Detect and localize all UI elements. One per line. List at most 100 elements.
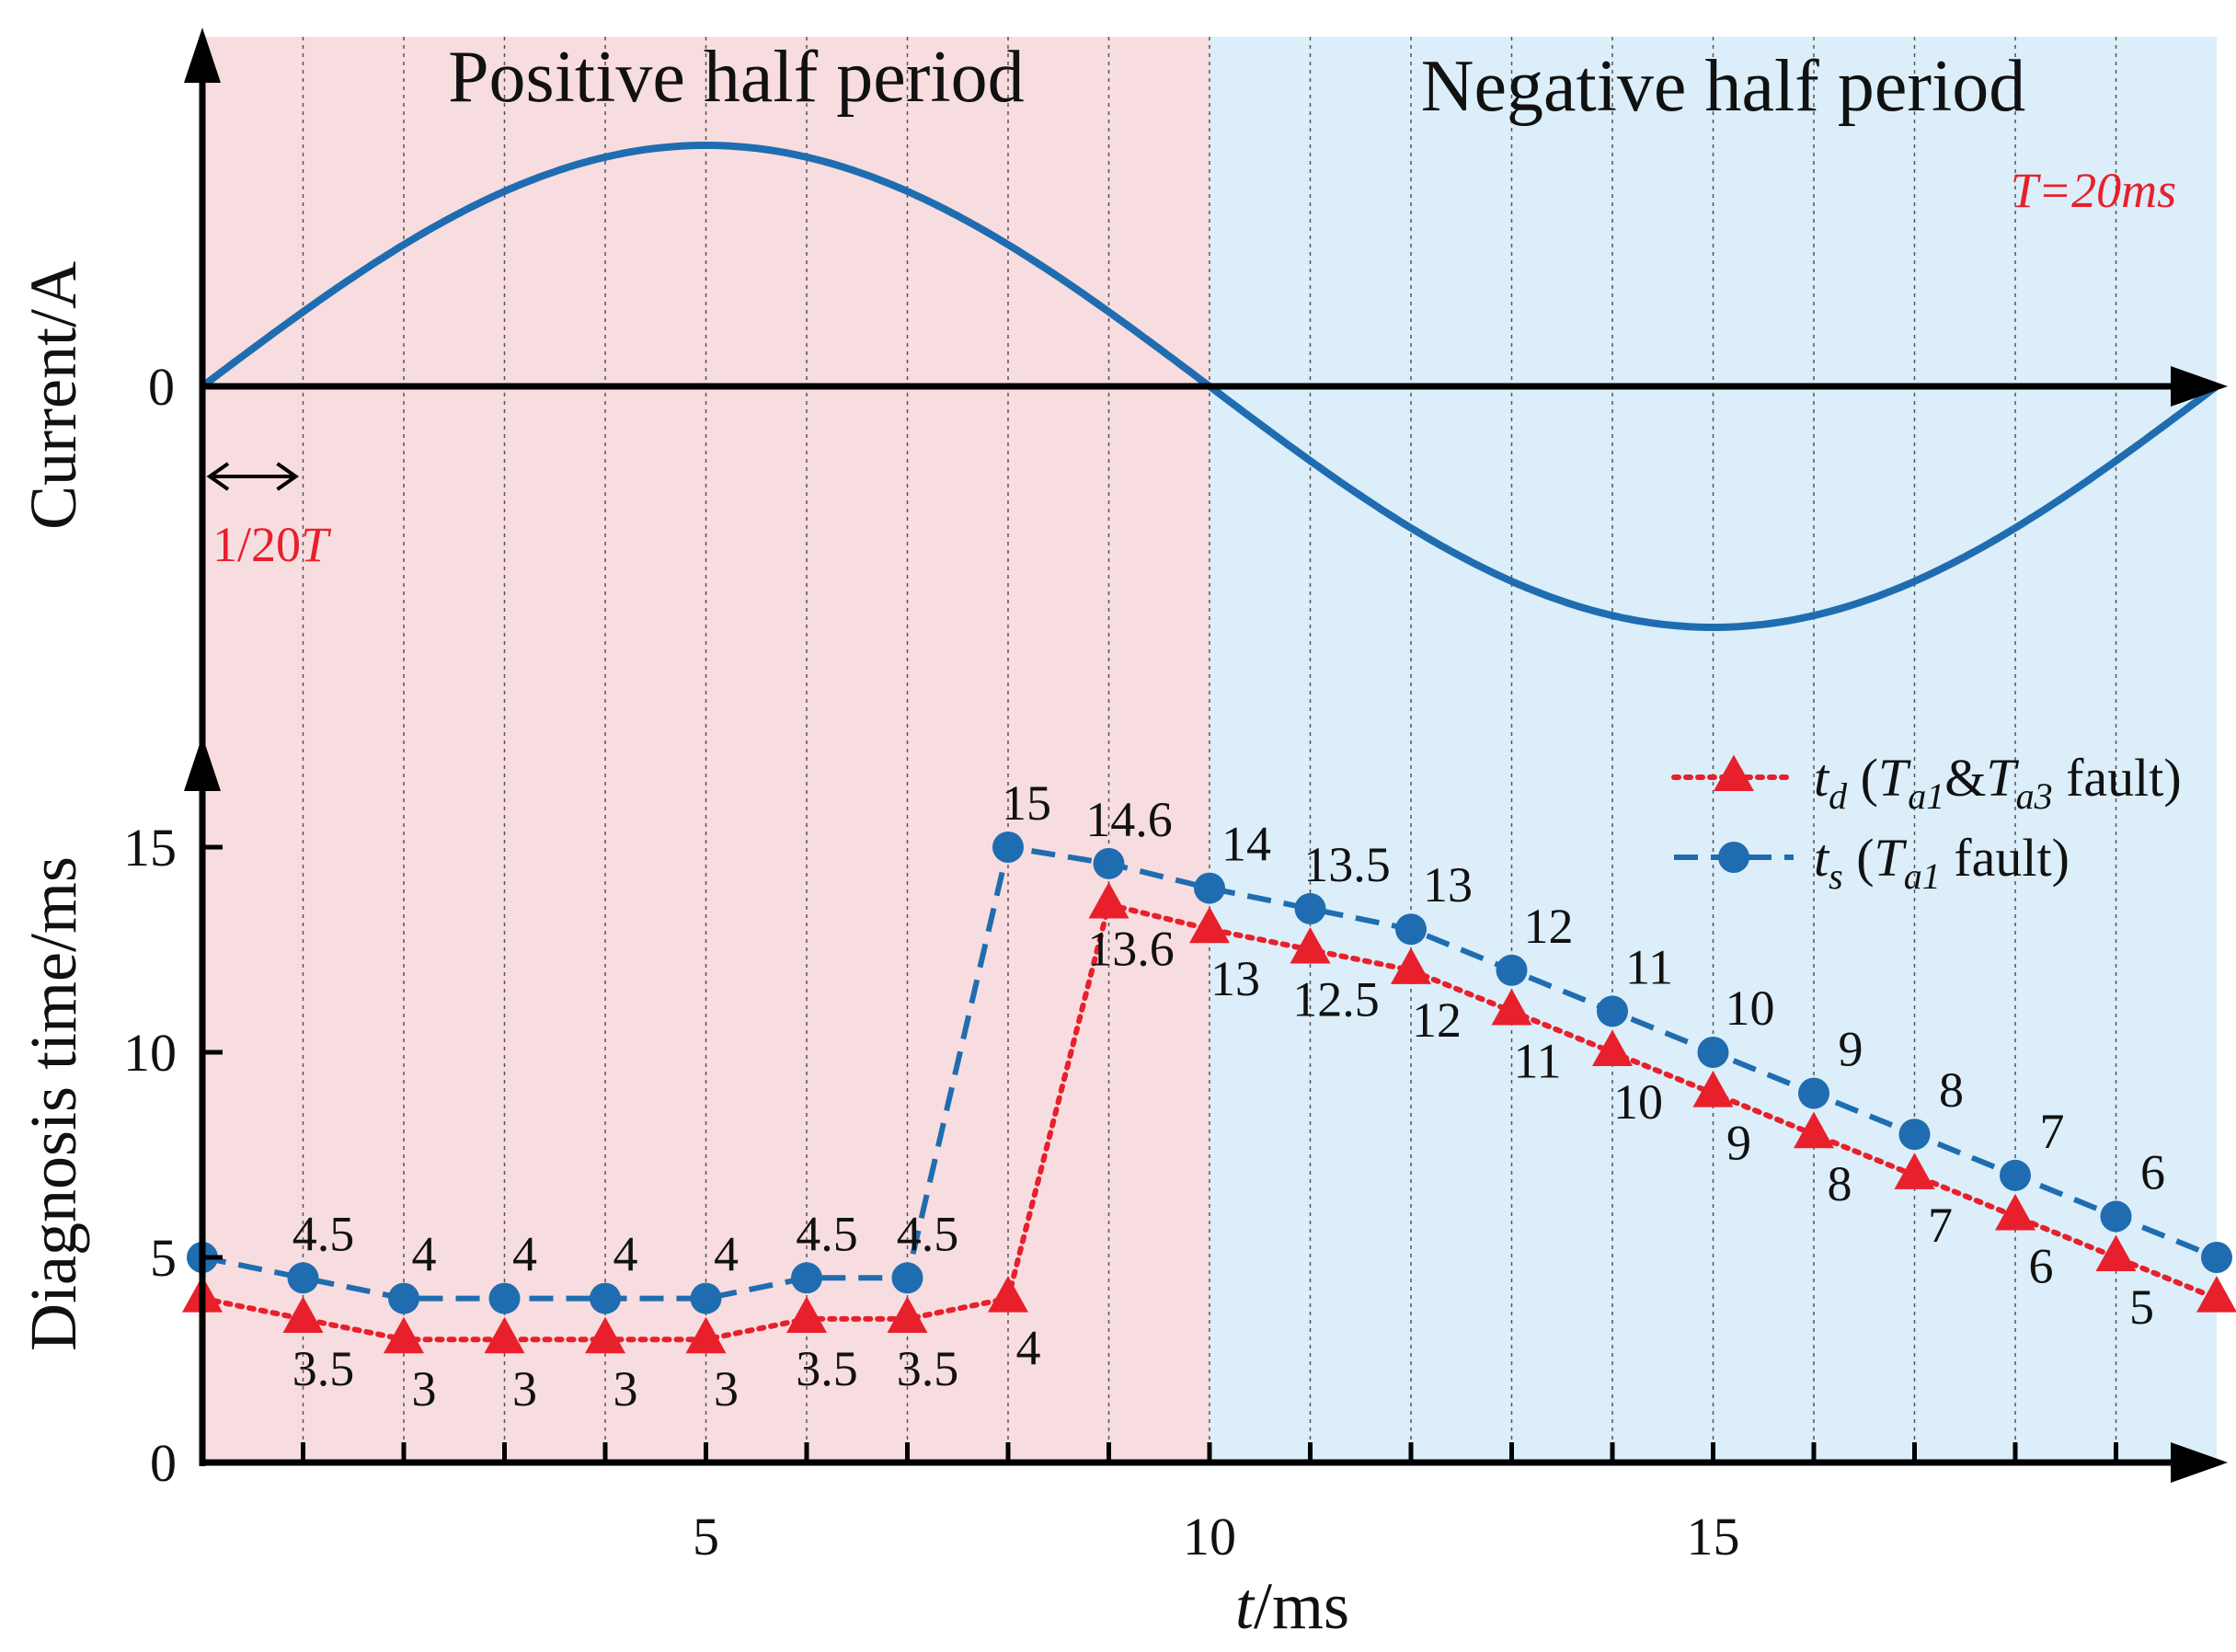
td-marker (1391, 947, 1431, 984)
time-unit: /ms (1254, 1569, 1349, 1643)
legend-part-sub: d (1829, 775, 1848, 817)
ts-marker (1597, 995, 1628, 1027)
ts-data-label: 8 (1939, 1062, 1964, 1118)
series-markers (182, 832, 2236, 1354)
td-data-label: 3 (613, 1361, 638, 1417)
legend: td (Ta1&Ta3 fault)ts (Ta1 fault) (1671, 748, 2182, 897)
td-marker (282, 1296, 324, 1333)
axes (184, 28, 2228, 1483)
period-annotation: T=20ms (2011, 163, 2176, 218)
ts-data-label: 6 (2140, 1144, 2165, 1199)
ts-data-label: 4.5 (292, 1206, 355, 1261)
legend-marker-ts (1718, 842, 1749, 873)
legend-part-t1sub: a1 (1908, 775, 1944, 817)
ts-data-label: 7 (2040, 1104, 2065, 1159)
td-marker (988, 1276, 1028, 1313)
arrow-right-icon (2171, 1442, 2228, 1483)
legend-part-t1: T (1875, 828, 1908, 888)
td-series-line (200, 901, 2219, 1343)
time-axis-title: t/ms (1235, 1569, 1349, 1643)
ts-data-label: 12 (1524, 899, 1574, 954)
arrow-up-icon (184, 736, 221, 791)
ts-data-label: 4.5 (897, 1206, 959, 1261)
arrow-up-icon (184, 28, 221, 83)
ts-marker (1697, 1037, 1729, 1068)
td-data-label: 13.6 (1087, 921, 1175, 976)
td-marker (1189, 906, 1230, 944)
ts-data-label: 9 (1839, 1022, 1863, 1077)
td-data-label: 9 (1726, 1116, 1751, 1171)
td-marker (384, 1316, 424, 1354)
current-zero-label: 0 (148, 357, 175, 417)
ts-marker (1194, 872, 1225, 904)
td-marker (685, 1316, 727, 1354)
y-tick-label: 15 (123, 818, 177, 878)
x-tick-label: 15 (1687, 1507, 1740, 1566)
positive-half-title: Positive half period (448, 37, 1025, 118)
ts-data-label: 4 (512, 1227, 537, 1282)
ts-series-line (201, 843, 2219, 1302)
td-marker (1995, 1193, 2035, 1231)
ts-marker (1798, 1077, 1829, 1109)
legend-part-sym: t (1814, 828, 1830, 888)
ts-data-label: 11 (1625, 939, 1673, 994)
time-gridlines (302, 37, 2117, 1463)
ts-marker (590, 1282, 621, 1314)
ts-marker (1898, 1119, 1931, 1151)
ts-marker (287, 1262, 319, 1294)
ts-marker (1395, 913, 1427, 946)
td-data-label: 8 (1828, 1156, 1852, 1211)
diagnosis-axis-title: Diagnosis time/ms (17, 856, 90, 1351)
legend-part-close: fault) (1941, 828, 2070, 888)
ts-data-label: 4.5 (796, 1206, 858, 1261)
ts-data-label: 13 (1423, 857, 1473, 912)
td-marker (1088, 881, 1129, 919)
legend-part-t2: T (1986, 748, 2019, 808)
td-data-label: 11 (1514, 1033, 1562, 1088)
arrow-right-icon (2171, 366, 2228, 407)
legend-part-close: fault) (2053, 748, 2182, 808)
td-marker (2196, 1276, 2236, 1313)
ts-marker (1496, 954, 1528, 986)
ts-data-label: 13.5 (1303, 837, 1391, 892)
td-marker (1491, 988, 1532, 1026)
legend-part-sub: s (1829, 855, 1843, 897)
data-labels: 4.5 4 4 4 4 4.5 4.5 15 14.6 14 13.5 13 12 11 10 9 8 7 6 3.5… (292, 775, 2165, 1417)
legend-entry-td: td (Ta1&Ta3 fault) (1671, 748, 2182, 817)
ts-marker (2201, 1242, 2232, 1273)
legend-part-t1sub: a1 (1904, 855, 1941, 897)
legend-label-td: td (Ta1&Ta3 fault) (1814, 748, 2182, 817)
x-tick-label: 10 (1183, 1507, 1236, 1566)
td-marker (484, 1316, 525, 1354)
td-data-label: 3.5 (292, 1341, 355, 1396)
legend-part-t1: T (1878, 748, 1911, 808)
td-data-label: 5 (2129, 1279, 2154, 1335)
td-data-label: 12 (1412, 992, 1462, 1048)
td-marker (786, 1296, 827, 1333)
ts-marker (891, 1262, 923, 1294)
legend-marker-td (1714, 754, 1754, 792)
y-tick-label: 0 (150, 1433, 177, 1493)
ts-data-label: 10 (1726, 981, 1775, 1036)
td-data-label: 3 (512, 1361, 537, 1417)
ts-marker (791, 1262, 822, 1294)
ts-marker (1093, 847, 1125, 879)
legend-part-open: ( (1847, 748, 1878, 808)
legend-entry-ts: ts (Ta1 fault) (1674, 828, 2070, 897)
td-marker (585, 1316, 625, 1354)
td-marker (1592, 1029, 1633, 1067)
ts-marker (992, 832, 1024, 863)
ts-marker (1294, 892, 1326, 924)
ts-data-label: 4 (714, 1227, 739, 1282)
ts-marker (488, 1282, 521, 1314)
legend-part-amp: & (1944, 748, 1986, 808)
td-data-label: 3.5 (897, 1341, 959, 1396)
arrow-right-icon (276, 462, 299, 491)
negative-half-title: Negative half period (1421, 46, 2026, 127)
td-data-label: 4 (1016, 1321, 1041, 1376)
ts-marker (2100, 1200, 2132, 1233)
ts-data-label: 14.6 (1085, 792, 1173, 847)
legend-part-sym: t (1814, 748, 1830, 808)
y-tick-label: 10 (123, 1023, 177, 1083)
